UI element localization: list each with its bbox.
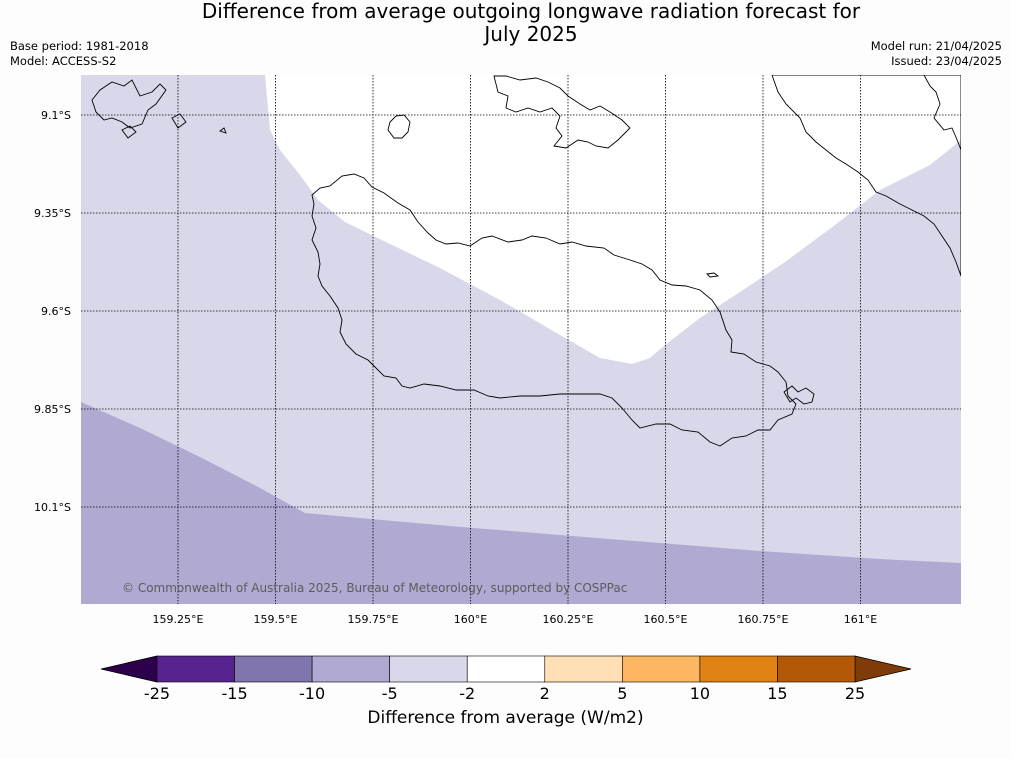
coastline-layer: [91, 75, 961, 447]
longitude-label: 161°E: [844, 613, 877, 626]
colorbar-tick-label: -25: [144, 684, 170, 703]
latitude-label: 9.85°S: [34, 403, 71, 416]
latitude-label: 9.1°S: [41, 109, 71, 122]
latitude-label: 9.35°S: [34, 207, 71, 220]
colorbar-tick-label: 15: [767, 684, 787, 703]
model-text: Model: ACCESS-S2: [10, 54, 117, 68]
colorbar-segment: [466, 655, 546, 683]
colorbar-tick-label: 10: [690, 684, 710, 703]
russell-islands-coastline: [91, 79, 167, 129]
longitude-label: 159.25°E: [153, 613, 204, 626]
marau-islets: [783, 385, 815, 405]
title-line-1: Difference from average outgoing longwav…: [201, 0, 861, 23]
colorbar-label: Difference from average (W/m2): [367, 708, 644, 728]
gridlines: [81, 75, 961, 604]
longitude-label: 159.75°E: [348, 613, 399, 626]
latitude-labels: 9.1°S 9.35°S 9.6°S 9.85°S 10.1°S: [34, 109, 71, 514]
longitude-label: 160.5°E: [644, 613, 688, 626]
copyright-notice: © Commonwealth of Australia 2025, Bureau…: [122, 581, 627, 595]
colorbar-segment: [699, 655, 778, 683]
title-line-2: July 2025: [484, 22, 578, 46]
colorbar-segment: [156, 655, 235, 683]
russell-islet: [121, 125, 137, 139]
latitude-label: 10.1°S: [34, 501, 71, 514]
fill-region-minus10: [81, 402, 961, 604]
latitude-label: 9.6°S: [41, 305, 71, 318]
colorbar-tick-label: 5: [617, 684, 627, 703]
base-period-text: Base period: 1981-2018: [10, 39, 149, 53]
colorbar-segment: [389, 655, 468, 683]
colorbar-tick-label: -5: [382, 684, 398, 703]
longitude-labels: 159.25°E 159.5°E 159.75°E 160°E 160.25°E 160.…: [153, 613, 878, 626]
colorbar-segment: [544, 655, 623, 683]
issued-text: Issued: 23/04/2025: [891, 54, 1002, 68]
model-run-text: Model run: 21/04/2025: [870, 39, 1002, 53]
colorbar-segment: [234, 655, 313, 683]
longitude-label: 160.75°E: [738, 613, 789, 626]
colorbar-tick-label: -15: [221, 684, 247, 703]
longitude-label: 160°E: [454, 613, 487, 626]
savo-island: [387, 114, 411, 139]
malaita-north-coastline: [923, 75, 961, 151]
longitude-label: 160.25°E: [543, 613, 594, 626]
colorbar: -25 -15 -10 -5 -2 2 5 10 15 25: [100, 655, 912, 703]
colorbar-tick-label: -10: [299, 684, 325, 703]
map-title: Difference from average outgoing longwav…: [0, 0, 1011, 46]
colorbar-tick-label: -2: [459, 684, 475, 703]
guadalcanal-coastline: [311, 173, 797, 447]
meta-left: Base period: 1981-2018 Model: ACCESS-S2: [10, 39, 149, 69]
anomaly-fill-layer: [81, 75, 961, 604]
fill-region-neutral: [265, 75, 961, 364]
meta-right: Model run: 21/04/2025 Issued: 23/04/2025: [871, 39, 1002, 69]
nggela-islands-coastline: [493, 75, 631, 149]
colorbar-tick-label: 25: [845, 684, 865, 703]
small-islet: [706, 272, 720, 278]
colorbar-segment: [311, 655, 390, 683]
colorbar-extend-high: [854, 655, 912, 683]
colorbar-segment: [777, 655, 856, 683]
longitude-label: 159.5°E: [254, 613, 298, 626]
russell-islet-3: [219, 127, 227, 134]
colorbar-segment: [622, 655, 701, 683]
colorbar-tick-label: 2: [540, 684, 550, 703]
malaita-coastline: [771, 75, 961, 277]
colorbar-extend-low: [100, 655, 158, 683]
